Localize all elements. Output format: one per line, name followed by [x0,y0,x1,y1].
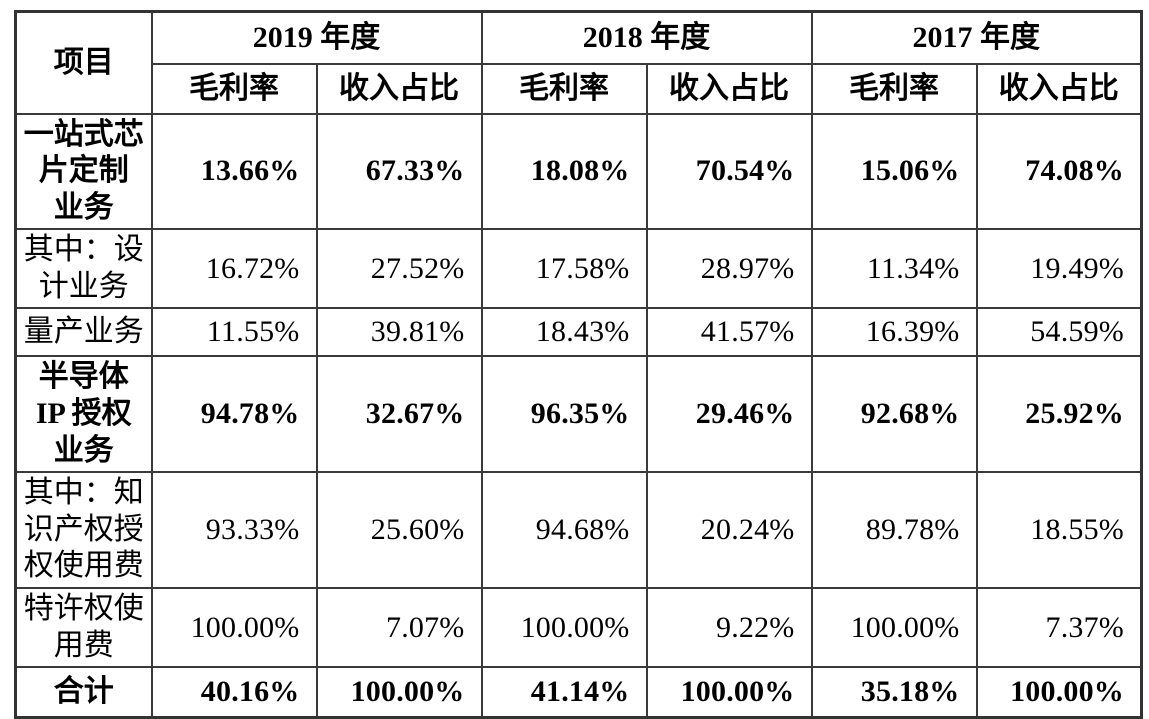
gross-margin-revenue-table: 项目 2019 年度 2018 年度 2017 年度 毛利率 收入占比 毛利率 … [14,10,1143,719]
table-row-mass-production: 量产业务 11.55% 39.81% 18.43% 41.57% 16.39% … [14,307,1143,358]
col-header-revenue-share-2019: 收入占比 [315,62,483,115]
col-header-year-2018: 2018 年度 [480,10,813,65]
value-cell: 18.55% [975,471,1143,590]
row-label: 其中：设 计业务 [14,228,153,310]
col-header-revenue-share-2018: 收入占比 [645,62,813,115]
row-label: 特许权使 用费 [14,587,153,669]
value-cell: 96.35% [480,355,648,474]
value-cell: 19.49% [975,228,1143,310]
col-header-year-2017: 2017 年度 [810,10,1143,65]
value-cell: 25.60% [315,471,483,590]
table-row-semiconductor-ip: 半导体 IP 授权 业务 94.78% 32.67% 96.35% 29.46%… [14,355,1143,474]
value-cell: 18.43% [480,307,648,358]
value-cell: 100.00% [480,587,648,669]
value-cell: 100.00% [315,666,483,719]
table-row-royalty-fee: 特许权使 用费 100.00% 7.07% 100.00% 9.22% 100.… [14,587,1143,669]
value-cell: 41.14% [480,666,648,719]
value-cell: 41.57% [645,307,813,358]
table-row-total: 合计 40.16% 100.00% 41.14% 100.00% 35.18% … [14,666,1143,719]
value-cell: 89.78% [810,471,978,590]
value-cell: 13.66% [150,112,318,231]
col-header-gross-margin-2018: 毛利率 [480,62,648,115]
value-cell: 100.00% [150,587,318,669]
row-label: 合计 [14,666,153,719]
value-cell: 92.68% [810,355,978,474]
table-row-one-stop-chip: 一站式芯 片定制 业务 13.66% 67.33% 18.08% 70.54% … [14,112,1143,231]
value-cell: 16.72% [150,228,318,310]
value-cell: 28.97% [645,228,813,310]
col-header-year-2019: 2019 年度 [150,10,483,65]
value-cell: 27.52% [315,228,483,310]
value-cell: 17.58% [480,228,648,310]
value-cell: 16.39% [810,307,978,358]
value-cell: 100.00% [645,666,813,719]
value-cell: 7.37% [975,587,1143,669]
value-cell: 18.08% [480,112,648,231]
value-cell: 20.24% [645,471,813,590]
header-row-metrics: 毛利率 收入占比 毛利率 收入占比 毛利率 收入占比 [16,62,1143,115]
value-cell: 54.59% [975,307,1143,358]
value-cell: 9.22% [645,587,813,669]
value-cell: 100.00% [975,666,1143,719]
col-header-item: 项目 [14,10,153,115]
value-cell: 100.00% [810,587,978,669]
value-cell: 7.07% [315,587,483,669]
value-cell: 11.55% [150,307,318,358]
value-cell: 25.92% [975,355,1143,474]
value-cell: 94.68% [480,471,648,590]
col-header-gross-margin-2019: 毛利率 [150,62,318,115]
value-cell: 39.81% [315,307,483,358]
row-label: 其中：知 识产权授 权使用费 [14,471,153,590]
value-cell: 35.18% [810,666,978,719]
row-label: 半导体 IP 授权 业务 [14,355,153,474]
value-cell: 74.08% [975,112,1143,231]
col-header-gross-margin-2017: 毛利率 [810,62,978,115]
value-cell: 67.33% [315,112,483,231]
col-header-revenue-share-2017: 收入占比 [975,62,1143,115]
table-row-design-business: 其中：设 计业务 16.72% 27.52% 17.58% 28.97% 11.… [14,228,1143,310]
value-cell: 11.34% [810,228,978,310]
value-cell: 94.78% [150,355,318,474]
value-cell: 32.67% [315,355,483,474]
value-cell: 40.16% [150,666,318,719]
header-row-years: 项目 2019 年度 2018 年度 2017 年度 [14,10,1143,115]
value-cell: 70.54% [645,112,813,231]
value-cell: 29.46% [645,355,813,474]
row-label: 量产业务 [14,307,153,358]
row-label: 一站式芯 片定制 业务 [14,112,153,231]
value-cell: 93.33% [150,471,318,590]
table-row-ip-license-fee: 其中：知 识产权授 权使用费 93.33% 25.60% 94.68% 20.2… [14,471,1143,590]
value-cell: 15.06% [810,112,978,231]
